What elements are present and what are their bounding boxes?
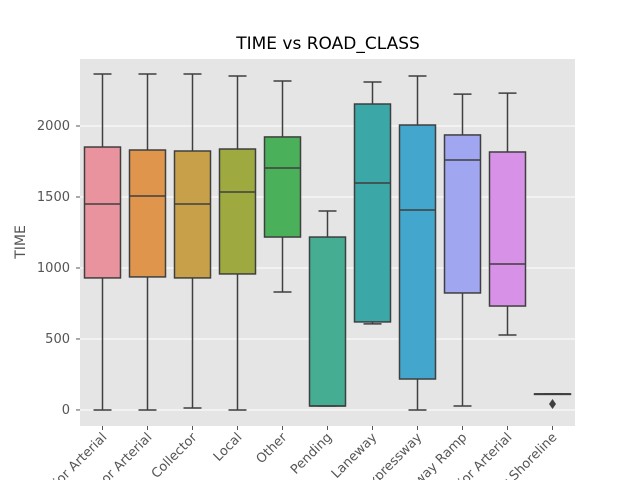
box — [353, 103, 392, 323]
box — [308, 236, 347, 407]
box — [218, 148, 257, 275]
x-tick-label: Collector — [149, 430, 201, 480]
box — [83, 146, 122, 279]
x-tick-label: Local — [211, 430, 245, 464]
y-tick-label: 1000 — [37, 261, 70, 276]
y-tick-label: 2000 — [37, 119, 70, 134]
box — [488, 151, 527, 307]
x-tick-label: Major Arterial — [37, 430, 110, 480]
y-axis-label: TIME — [13, 225, 29, 260]
y-tick-label: 1500 — [37, 190, 70, 205]
chart-title: TIME vs ROAD_CLASS — [235, 34, 420, 54]
outlier — [549, 398, 556, 409]
y-tick-label: 0 — [62, 403, 70, 418]
y-tick-label: 500 — [45, 332, 70, 347]
box — [173, 150, 212, 279]
box — [263, 136, 302, 238]
x-tick-label: Other — [254, 430, 291, 467]
box — [398, 124, 437, 380]
box — [128, 149, 167, 278]
box — [443, 134, 482, 294]
